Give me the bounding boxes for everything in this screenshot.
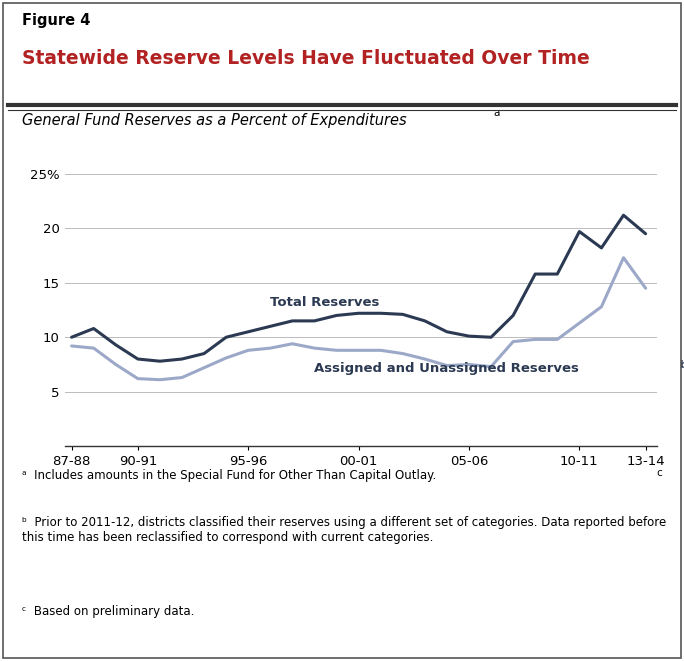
Text: Total Reserves: Total Reserves [270, 296, 380, 309]
Text: Statewide Reserve Levels Have Fluctuated Over Time: Statewide Reserve Levels Have Fluctuated… [22, 50, 590, 68]
Text: ᵃ  Includes amounts in the Special Fund for Other Than Capital Outlay.: ᵃ Includes amounts in the Special Fund f… [22, 469, 436, 483]
Text: a: a [493, 108, 500, 118]
Text: ᵇ  Prior to 2011-12, districts classified their reserves using a different set o: ᵇ Prior to 2011-12, districts classified… [22, 516, 666, 544]
Text: b: b [679, 360, 684, 370]
Text: Figure 4: Figure 4 [22, 13, 90, 28]
Text: c: c [657, 468, 662, 479]
Text: General Fund Reserves as a Percent of Expenditures: General Fund Reserves as a Percent of Ex… [22, 114, 406, 128]
Text: ᶜ  Based on preliminary data.: ᶜ Based on preliminary data. [22, 605, 194, 617]
Text: Assigned and Unassigned Reserves: Assigned and Unassigned Reserves [315, 362, 579, 375]
